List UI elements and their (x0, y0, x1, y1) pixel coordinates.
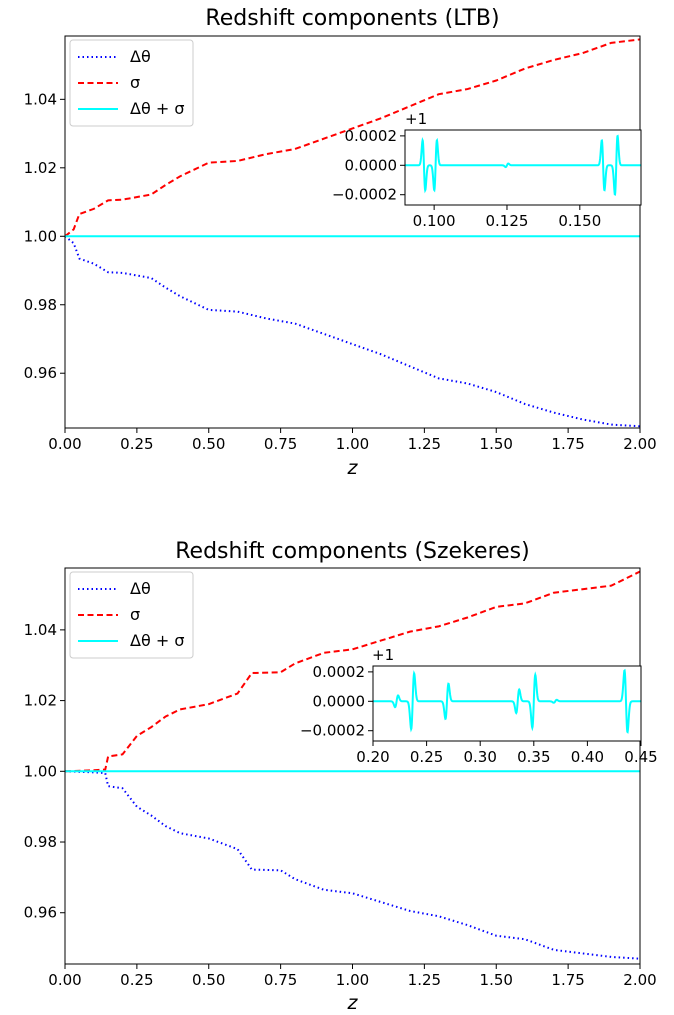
inset-chart: 0.20 0.25 0.30 0.35 0.40 0.45 0.0002 0.0000 −0.0… (300, 646, 658, 766)
x-tick-label: 0.50 (192, 435, 225, 453)
legend-label: Δθ + σ (130, 99, 184, 118)
inset-y-tick-label: 0.0002 (345, 127, 398, 145)
inset-chart: 0.100 0.125 0.150 0.0002 0.0000 −0.0002 +1 (332, 110, 642, 230)
legend: Δθ σ Δθ + σ (69, 571, 194, 659)
x-tick-label: 1.25 (408, 435, 441, 453)
x-tick-label: 0.75 (264, 435, 297, 453)
y-tick-label: 1.04 (24, 90, 57, 108)
x-axis-label: z (347, 992, 359, 1014)
y-tick-label: 1.02 (24, 692, 57, 710)
legend-label: Δθ + σ (130, 631, 184, 650)
x-tick-label: 0.00 (48, 435, 81, 453)
x-tick-label: 1.00 (336, 971, 369, 989)
legend-label: σ (130, 73, 140, 92)
series-line-dashed (65, 570, 640, 773)
inset-x-tick-label: 0.20 (356, 748, 389, 766)
szekeres-chart: Redshift components (Szekeres)0.00 0.25 0.… (24, 539, 658, 1014)
series-line-dotted (65, 770, 640, 960)
y-tick-label: 0.98 (24, 833, 57, 851)
legend: Δθ σ Δθ + σ (69, 39, 194, 127)
y-tick-label: 0.96 (24, 364, 57, 382)
chart-title: Redshift components (Szekeres) (175, 539, 529, 564)
legend-label: σ (130, 605, 140, 624)
plot-area (65, 570, 640, 960)
inset-x-tick-label: 0.25 (410, 748, 443, 766)
x-tick-label: 0.25 (120, 971, 153, 989)
inset-offset-label: +1 (405, 110, 427, 128)
y-tick-label: 1.02 (24, 159, 57, 177)
series-line-dashed (65, 38, 640, 238)
inset-series-line (373, 668, 641, 734)
legend-label: Δθ (130, 47, 151, 66)
y-tick-label: 0.98 (24, 296, 57, 314)
legend-label: Δθ (130, 579, 151, 598)
inset-x-tick-label: 0.40 (571, 748, 604, 766)
legend-box (69, 39, 194, 127)
legend-box (69, 571, 194, 659)
inset-y-tick-label: −0.0002 (300, 722, 365, 740)
inset-y-tick-label: 0.0002 (313, 663, 366, 681)
x-tick-label: 1.50 (480, 971, 513, 989)
x-tick-label: 0.75 (264, 971, 297, 989)
x-tick-label: 2.00 (623, 435, 656, 453)
series-line-dotted (65, 235, 640, 428)
inset-background (405, 130, 641, 205)
x-axis-label: z (347, 457, 359, 479)
inset-x-tick-label: 0.35 (517, 748, 550, 766)
y-tick-label: 1.00 (24, 762, 57, 780)
x-tick-label: 0.00 (48, 971, 81, 989)
inset-x-tick-label: 0.45 (624, 748, 657, 766)
x-tick-label: 1.25 (408, 971, 441, 989)
x-tick-label: 1.50 (480, 435, 513, 453)
inset-y-tick-label: −0.0002 (332, 186, 397, 204)
inset-x-tick-label: 0.100 (413, 212, 456, 230)
plot-area (65, 38, 640, 428)
inset-x-tick-label: 0.30 (463, 748, 496, 766)
inset-offset-label: +1 (372, 646, 394, 664)
inset-series-line (405, 134, 641, 196)
x-tick-label: 1.75 (551, 435, 584, 453)
inset-frame (372, 665, 642, 742)
inset-frame (404, 129, 642, 206)
ltb-chart: Redshift components (LTB) 0.00 0.25 0.50 0.7… (24, 6, 657, 479)
inset-background (373, 666, 641, 741)
x-tick-label: 1.00 (336, 435, 369, 453)
x-tick-label: 0.25 (120, 435, 153, 453)
y-tick-label: 0.96 (24, 904, 57, 922)
inset-x-tick-label: 0.150 (558, 212, 601, 230)
inset-y-tick-label: 0.0000 (345, 156, 398, 174)
y-tick-label: 1.00 (24, 227, 57, 245)
x-tick-label: 2.00 (623, 971, 656, 989)
inset-x-tick-label: 0.125 (485, 212, 528, 230)
x-tick-label: 1.75 (551, 971, 584, 989)
chart-title: Redshift components (LTB) (205, 6, 499, 31)
y-tick-label: 1.04 (24, 621, 57, 639)
inset-y-tick-label: 0.0000 (313, 692, 366, 710)
x-tick-label: 0.50 (192, 971, 225, 989)
